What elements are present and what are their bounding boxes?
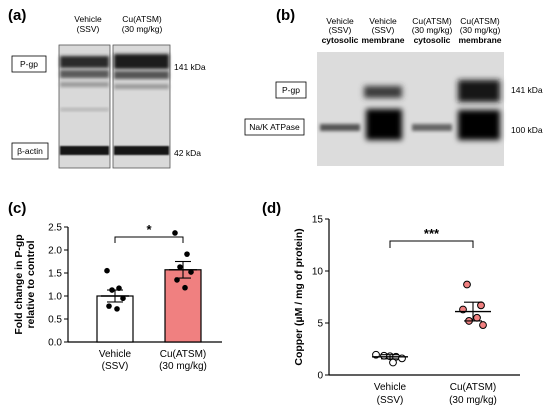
c-bar	[164, 269, 202, 343]
panel-b-lane3-line2: (30 mg/kg)	[412, 25, 453, 35]
panel-b-lane2-fraction: membrane	[362, 35, 405, 45]
panel-a-actin-label: β-actin	[17, 146, 43, 156]
panel-b-pgp-label-box	[275, 81, 307, 99]
c-y-tick-label: 0.5	[48, 315, 62, 326]
c-data-point	[172, 230, 178, 236]
d-x-tick-label: (30 mg/kg)	[449, 395, 497, 406]
panel-a-lane1-line2: (SSV)	[77, 24, 100, 34]
d-data-point	[398, 354, 406, 363]
panel-d-letter: (d)	[262, 200, 281, 217]
d-x-tick-label: (SSV)	[377, 395, 404, 406]
c-data-point	[174, 277, 180, 283]
c-sig-bracket	[114, 236, 184, 243]
c-y-axis-title-line1: Fold change in P-gp	[13, 234, 25, 334]
panel-b-blot	[317, 52, 504, 166]
d-y-tick-label: 5	[317, 319, 323, 330]
d-y-tick-label: 10	[312, 267, 324, 278]
panel-b-lane1-line1: Vehicle	[326, 16, 354, 26]
panel-b-lane3-fraction: cytosolic	[414, 35, 451, 45]
chart-d: 0 5 10 15 Copper (µM / mg of protein) Vehicle…	[293, 215, 520, 406]
panel-b-lane4-line1: Cu(ATSM)	[460, 16, 500, 26]
panel-a-lane1-line1: Vehicle	[74, 14, 102, 24]
d-y-tick-label: 15	[312, 215, 324, 226]
chart-c: 0.0 0.5 1.0 1.5 2.0 2.5 Fold change in P-gprel…	[13, 222, 222, 372]
c-data-point	[116, 285, 122, 291]
d-data-point	[479, 321, 487, 329]
panel-a-kda-top: 141 kDa	[174, 62, 206, 72]
c-y-tick-label: 2.0	[48, 246, 62, 257]
panel-b-lane4-line2: (30 mg/kg)	[460, 25, 501, 35]
d-x-tick-label: Cu(ATSM)	[450, 382, 496, 393]
c-x-tick-label: (SSV)	[102, 361, 129, 372]
d-sig-bracket	[389, 240, 474, 248]
c-y-tick-label: 0.0	[48, 338, 62, 349]
d-data-point	[473, 313, 481, 322]
c-data-point	[182, 284, 188, 291]
c-y-axis-title-line2: relative to control	[25, 240, 37, 328]
panel-a-actin-label-box	[11, 142, 49, 160]
d-x-tick-label: Vehicle	[374, 382, 407, 393]
c-x-tick-label: Cu(ATSM)	[160, 349, 206, 360]
d-sig-label: ***	[424, 226, 440, 241]
panel-a-blot-cuatsm	[112, 44, 171, 169]
panel-a-lane2-line1: Cu(ATSM)	[122, 14, 162, 24]
c-data-point	[188, 269, 194, 275]
panel-b-lane1-line2: (SSV)	[329, 25, 352, 35]
d-data-point	[389, 358, 397, 367]
c-data-point	[104, 267, 110, 274]
panel-c-letter: (c)	[8, 200, 26, 217]
panel-b-nak-label: Na/K ATPase	[249, 122, 300, 132]
c-y-tick-label: 1.5	[48, 269, 62, 280]
panel-b-lane3-line1: Cu(ATSM)	[412, 16, 452, 26]
panel-a-lane2-line2: (30 mg/kg)	[122, 24, 163, 34]
panel-a-pgp-label: P-gp	[20, 59, 38, 69]
panel-b-kda-bottom: 100 kDa	[511, 125, 543, 135]
c-x-tick-label: (30 mg/kg)	[159, 361, 207, 372]
c-data-point	[109, 287, 115, 293]
c-y-tick-label: 2.5	[48, 223, 62, 234]
panel-b-lane2-line2: (SSV)	[372, 25, 395, 35]
panel-a-pgp-label-box	[11, 55, 47, 73]
panel-b-lane1-fraction: cytosolic	[322, 35, 359, 45]
d-y-axis-title: Copper (µM / mg of protein)	[293, 228, 305, 365]
c-y-axis-title: Fold change in P-gprelative to control	[13, 234, 37, 334]
c-data-point	[114, 306, 120, 312]
d-y-tick-label: 0	[317, 371, 323, 382]
c-data-point	[177, 264, 183, 270]
c-sig-label: *	[146, 222, 152, 237]
panel-b-kda-top: 141 kDa	[511, 85, 543, 95]
panel-b-nak-label-box	[244, 118, 305, 136]
c-x-tick-label: Vehicle	[99, 349, 132, 360]
c-y-tick-label: 1.0	[48, 292, 62, 303]
c-data-point	[120, 295, 126, 302]
panel-b-letter: (b)	[276, 7, 295, 24]
panel-b-lane2-line1: Vehicle	[369, 16, 397, 26]
panel-a-letter: (a)	[8, 7, 26, 24]
panel-b-lane4-fraction: membrane	[459, 35, 502, 45]
c-data-point	[106, 303, 112, 309]
c-bar	[96, 295, 134, 343]
panel-b-pgp-label: P-gp	[282, 85, 300, 95]
panel-a-blot-vehicle	[58, 44, 111, 169]
panel-a-kda-bottom: 42 kDa	[174, 148, 201, 158]
d-data-point	[477, 301, 485, 310]
c-data-point	[184, 251, 190, 257]
d-data-point	[463, 280, 471, 289]
